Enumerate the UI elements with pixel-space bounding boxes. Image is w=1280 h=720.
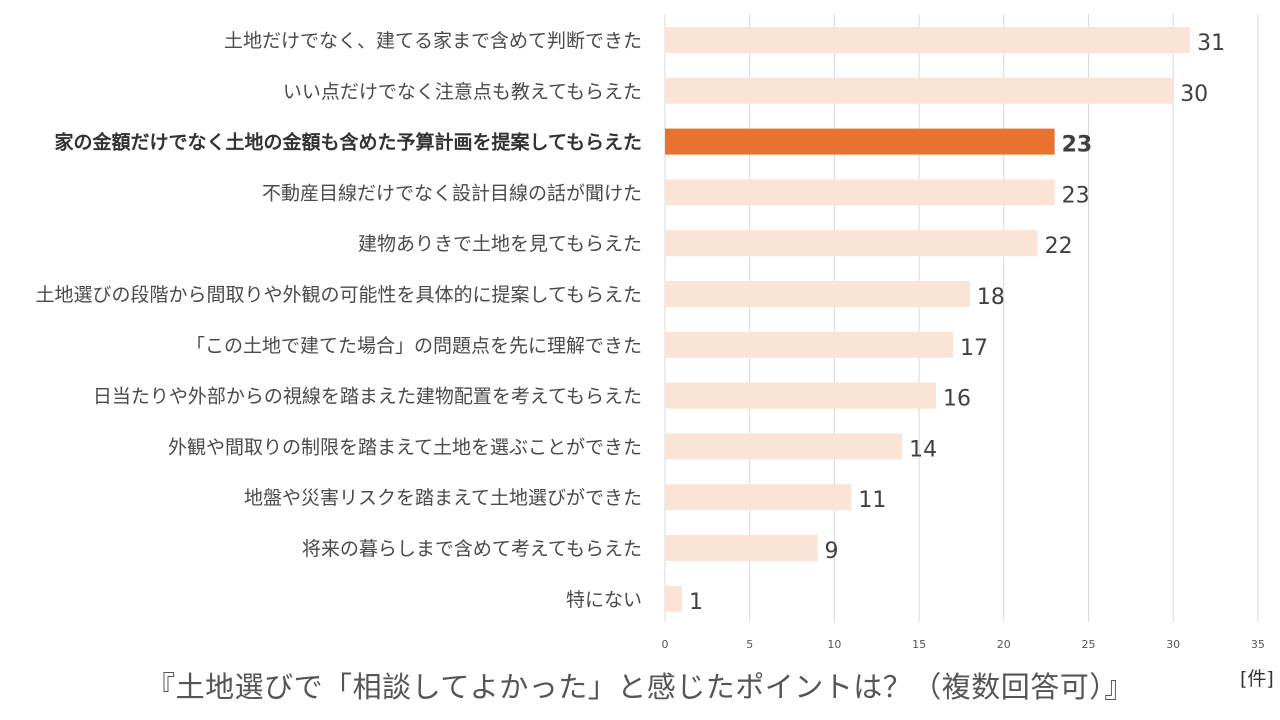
bar [665,230,1038,257]
bar [665,382,937,409]
chart-title: 『土地選びで「相談してよかった」と感じたポイントは？（複数回答可）』 [146,670,1134,704]
category-label: 土地選びの段階から間取りや外観の可能性を具体的に提案してもらえた [36,284,642,306]
bar [665,585,682,612]
category-label: 地盤や災害リスクを踏まえて土地選びができた [244,487,642,509]
value-label: 18 [977,285,1005,310]
value-label: 11 [858,488,886,513]
bar [665,433,903,460]
unit-label: [件] [1240,668,1274,690]
bars [665,27,1191,612]
value-label: 23 [1062,183,1090,208]
category-label: いい点だけでなく注意点も教えてもらえた [283,81,642,103]
x-tick-label: 20 [997,638,1011,651]
bar [665,281,970,307]
x-tick-label: 25 [1082,638,1096,651]
value-label: 17 [960,336,988,361]
category-label: 「この土地で建てた場合」の問題点を先に理解できた [186,335,642,357]
x-axis-ticks: 0 5 10 15 20 25 30 35 [662,638,1265,651]
value-label: 9 [824,539,838,564]
bar [665,331,953,358]
category-labels: 土地だけでなく、建てる家まで含めて判断できたいい点だけでなく注意点も教えてもらえ… [36,30,642,611]
category-label: 建物ありきで土地を見てもらえた [358,233,642,255]
x-tick-label: 30 [1166,638,1180,651]
x-tick-label: 15 [912,638,926,651]
category-label: 不動産目線だけでなく設計目線の話が聞けた [262,182,642,204]
bar-highlighted [665,128,1055,155]
bar [665,484,852,511]
x-tick-label: 5 [746,638,753,651]
bar [665,535,818,561]
bar [665,77,1174,104]
x-tick-label: 35 [1251,638,1265,651]
value-label: 1 [689,590,703,615]
value-label: 31 [1197,31,1225,56]
category-label: 日当たりや外部からの視線を踏まえた建物配置を考えてもらえた [93,386,642,408]
bar [665,179,1055,206]
value-label: 16 [943,387,971,412]
x-tick-label: 10 [827,638,841,651]
category-label: 家の金額だけでなく土地の金額も含めた予算計画を提案してもらえた [55,131,642,154]
value-label: 14 [909,437,937,462]
value-label: 23 [1062,133,1093,158]
gridlines [664,14,1259,622]
category-label: 外観や間取りの制限を踏まえて土地を選ぶことができた [168,436,642,458]
bar [665,27,1191,53]
category-label: 土地だけでなく、建てる家まで含めて判断できた [224,30,642,52]
category-label: 将来の暮らしまで含めて考えてもらえた [302,538,642,560]
category-label: 特にない [566,589,642,611]
x-tick-label: 0 [662,638,669,651]
value-label: 30 [1180,82,1208,107]
value-label: 22 [1045,234,1073,259]
bar-chart: 土地だけでなく、建てる家まで含めて判断できたいい点だけでなく注意点も教えてもらえ… [36,14,1265,651]
